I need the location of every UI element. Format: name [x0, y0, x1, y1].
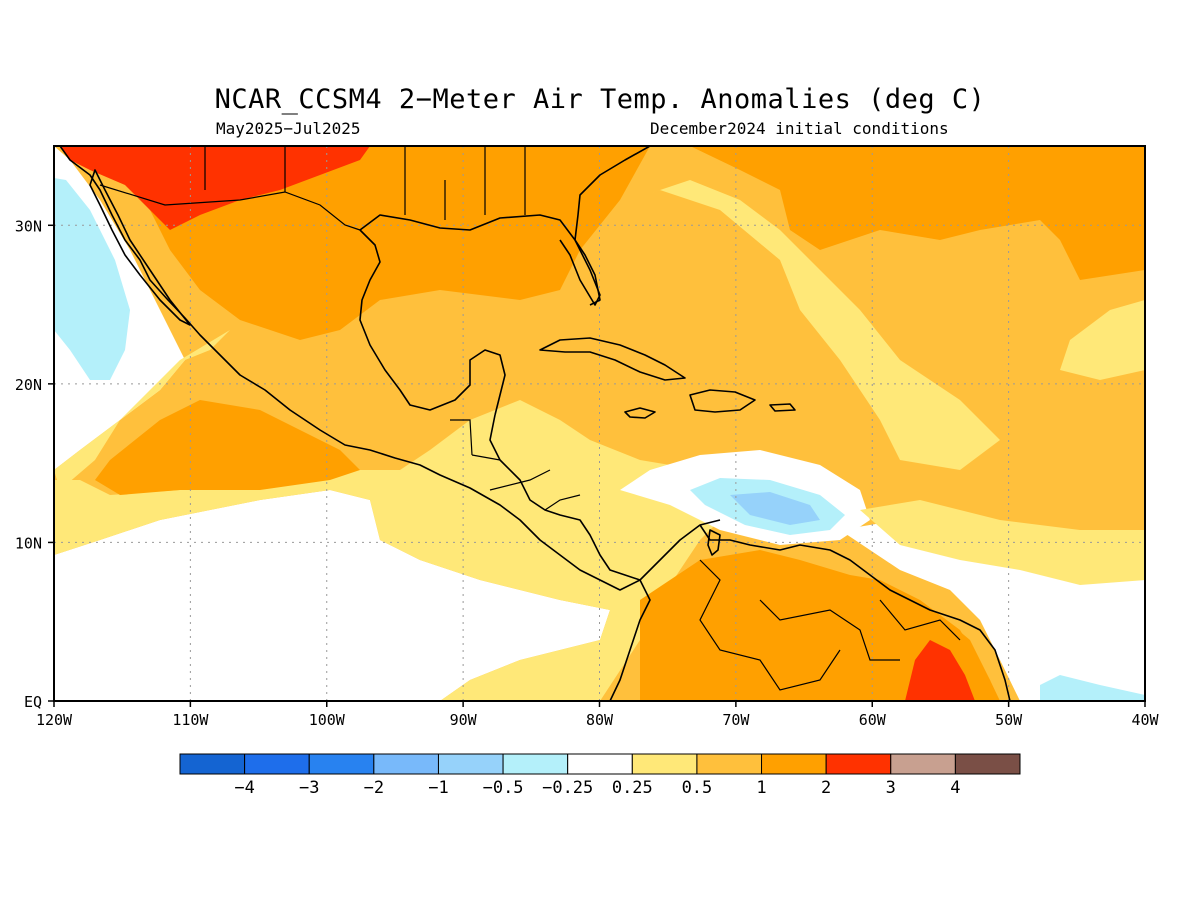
coastline-cuba — [539, 337, 686, 381]
border-us-states — [204, 146, 526, 220]
y-tick-label: EQ — [24, 693, 42, 711]
shade-cyan-equator-atlantic — [1040, 675, 1145, 701]
coastline-gulf-mexico — [359, 229, 506, 416]
colorbar-label: −4 — [234, 778, 254, 798]
shade-red-brazil — [905, 640, 975, 701]
colorbar-swatch — [696, 753, 763, 775]
x-tick-label: 50W — [995, 711, 1023, 729]
coastline-baja — [89, 169, 191, 326]
colorbar-swatch — [954, 753, 1021, 775]
colorbar-swatch — [761, 753, 827, 775]
colorbar-label: −3 — [299, 778, 319, 798]
coastline-puerto-rico — [769, 403, 796, 412]
coastline-lake-maracaibo — [707, 529, 721, 556]
colorbar-label: 0.5 — [682, 778, 713, 798]
border-south-america — [699, 559, 961, 691]
colorbar-swatch — [437, 753, 504, 775]
border-central-america — [450, 419, 581, 511]
map-title: NCAR_CCSM4 2−Meter Air Temp. Anomalies (… — [214, 84, 986, 115]
coastline-us-east — [574, 146, 651, 241]
x-tick-label: 120W — [36, 711, 73, 729]
colorbar-swatch — [825, 753, 892, 775]
coastlines — [59, 146, 1011, 701]
colorbar-swatch — [567, 753, 633, 775]
shade-lightyellow-band — [54, 400, 760, 701]
colorbar-label: −0.5 — [483, 778, 524, 798]
colorbar-label: 1 — [756, 778, 766, 798]
anomaly-shading — [54, 146, 1145, 701]
x-tick-label: 40W — [1131, 711, 1159, 729]
initial-conditions-label: December2024 initial conditions — [650, 119, 949, 138]
shade-orange-mexico-pacific — [95, 400, 360, 495]
colorbar-label: 3 — [886, 778, 896, 798]
shade-cyan-baja-coast — [54, 178, 130, 380]
colorbar-label: 0.25 — [612, 778, 653, 798]
shade-lightyellow-gulf — [630, 180, 1000, 470]
colorbar-swatch — [373, 753, 439, 775]
colorbar-label: −2 — [364, 778, 384, 798]
x-tick-label: 100W — [309, 711, 346, 729]
shade-blue-caribbean-core — [730, 492, 820, 525]
colorbar-label: 4 — [950, 778, 960, 798]
shade-lightyellow-pacific — [54, 330, 230, 490]
shade-white-south-pacific — [54, 490, 610, 701]
colorbar-label: −0.25 — [542, 778, 593, 798]
coastline-hispaniola — [689, 389, 756, 413]
borders — [99, 146, 961, 691]
shade-lightyellow-atlantic — [860, 500, 1145, 585]
x-axis: 120W 110W 100W 90W 80W 70W 60W 50W 40W — [36, 701, 1160, 729]
colorbar-label: −1 — [428, 778, 448, 798]
colorbar-swatch — [502, 753, 569, 775]
x-tick-label: 90W — [450, 711, 478, 729]
coastline-us-gulf — [359, 214, 601, 306]
colorbar-swatch — [179, 753, 246, 775]
coastline-pacific-mexico — [59, 146, 641, 591]
x-tick-label: 80W — [586, 711, 614, 729]
forecast-period: May2025−Jul2025 — [216, 119, 361, 138]
shade-red-southwest-us — [60, 146, 370, 230]
y-tick-label: 30N — [15, 217, 42, 235]
shade-lightyellow-east — [1060, 300, 1145, 380]
graticule — [54, 146, 1145, 701]
colorbar-label: 2 — [821, 778, 831, 798]
y-tick-label: 10N — [15, 534, 42, 552]
colorbar: −4 −3 −2 −1 −0.5 −0.25 0.25 0.5 1 2 3 4 — [179, 753, 1021, 798]
y-axis: EQ 10N 20N 30N — [15, 217, 54, 711]
coastline-jamaica — [624, 407, 656, 419]
shade-orange-atlantic — [690, 146, 1145, 280]
colorbar-swatch — [890, 753, 956, 775]
x-tick-label: 70W — [722, 711, 750, 729]
coastline-central-america — [489, 414, 721, 581]
colorbar-swatch — [631, 753, 698, 775]
x-tick-label: 60W — [859, 711, 887, 729]
coastline-south-america — [609, 524, 1011, 701]
coastline-florida — [574, 239, 601, 306]
colorbar-swatch — [244, 753, 310, 775]
colorbar-swatch — [308, 753, 375, 775]
y-tick-label: 20N — [15, 376, 42, 394]
x-tick-label: 110W — [172, 711, 209, 729]
